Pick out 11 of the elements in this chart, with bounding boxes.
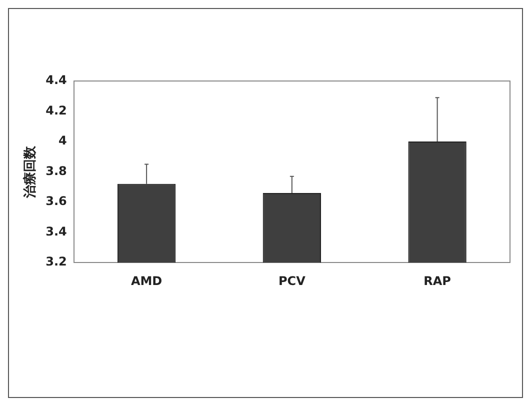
y-tick-label: 3.4: [46, 224, 67, 238]
y-tick-label: 3.8: [46, 164, 67, 178]
y-tick-label: 4: [58, 134, 67, 148]
x-tick-label: PCV: [278, 274, 306, 288]
y-tick-label: 4.2: [46, 103, 67, 118]
y-tick-label: 4.4: [46, 73, 67, 88]
y-tick-label: 3.6: [46, 194, 67, 208]
x-tick-label: AMD: [130, 274, 162, 288]
x-tick-label: RAP: [424, 274, 452, 288]
y-axis-title: 治療回数: [22, 144, 38, 199]
y-tick-label: 3.2: [46, 254, 67, 269]
